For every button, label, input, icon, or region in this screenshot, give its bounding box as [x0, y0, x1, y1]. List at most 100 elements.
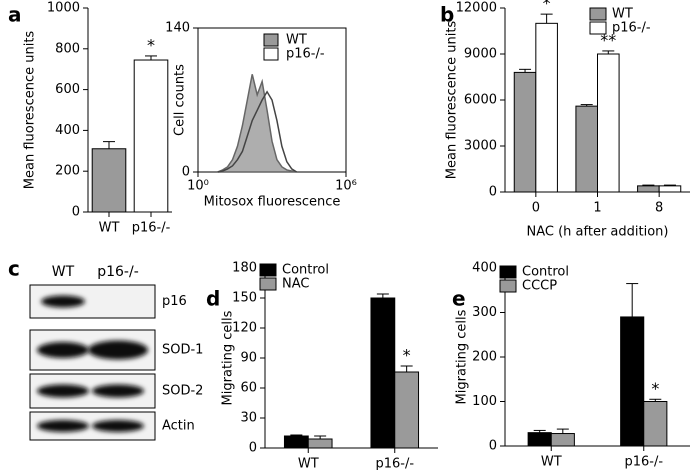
panel-letter: d	[206, 287, 220, 311]
blot-row-label: Actin	[162, 419, 195, 434]
y-tick-label: 600	[55, 82, 80, 97]
y-tick-label: 300	[472, 305, 497, 320]
y-tick-label: 0	[72, 205, 80, 220]
bar	[133, 59, 169, 213]
legend-label: CCCP	[522, 279, 557, 294]
legend-swatch	[263, 33, 279, 47]
y-tick-label: 0	[182, 165, 190, 180]
blot-row-label: p16	[162, 294, 187, 309]
y-tick-label: 30	[240, 411, 257, 426]
y-tick-label: 90	[240, 351, 257, 366]
blot-band	[88, 340, 148, 360]
legend-swatch	[499, 279, 517, 293]
panel-letter: c	[8, 257, 20, 281]
bar	[658, 185, 682, 193]
y-axis-label: Mean fluorescence units	[23, 31, 38, 190]
bar	[550, 433, 575, 447]
x-tick-label: 0	[532, 201, 540, 216]
y-tick-label: 3000	[464, 139, 497, 154]
y-axis-label: Cell counts	[173, 64, 188, 136]
y-tick-label: 400	[472, 261, 497, 276]
panel-letter: b	[440, 3, 454, 27]
x-axis-label: NAC (h after addition)	[527, 225, 669, 240]
y-tick-label: 100	[472, 394, 497, 409]
y-tick-label: 0	[489, 185, 497, 200]
bar	[370, 297, 396, 449]
y-tick-label: 0	[249, 441, 257, 456]
y-tick-label: 60	[240, 381, 257, 396]
bar	[394, 371, 420, 449]
x-tick-label: 8	[655, 201, 663, 216]
blot-band	[41, 295, 85, 308]
blot-band	[92, 420, 144, 432]
legend-label: p16-/-	[612, 21, 651, 36]
bar	[643, 401, 668, 447]
x-tick-label: WT	[298, 457, 319, 470]
y-tick-label: 9000	[464, 47, 497, 62]
y-tick-label: 120	[232, 321, 257, 336]
x-tick-label: p16-/-	[375, 457, 414, 470]
legend-swatch	[263, 47, 279, 61]
histogram-curve	[217, 90, 298, 173]
y-tick-label: 6000	[464, 93, 497, 108]
significance: *	[147, 35, 155, 54]
x-tick-label: WT	[99, 221, 120, 236]
bar	[283, 435, 309, 449]
y-axis-label: Migrating cells	[221, 310, 236, 405]
x-tick-label: 1	[593, 201, 601, 216]
x-tick-label: 10⁶	[335, 179, 357, 194]
blot-row-label: SOD-2	[162, 384, 203, 399]
bar	[637, 185, 660, 193]
y-tick-label: 140	[165, 21, 190, 36]
x-tick-label: WT	[541, 455, 562, 470]
legend-label: NAC	[282, 277, 309, 292]
y-tick-label: 400	[55, 123, 80, 138]
x-tick-label: 10⁰	[187, 179, 209, 194]
significance: *	[651, 379, 659, 398]
blot-band	[37, 342, 89, 358]
significance: *	[543, 0, 551, 13]
bar	[91, 148, 127, 213]
bar	[575, 105, 599, 193]
legend-swatch	[259, 277, 277, 291]
legend-swatch	[259, 263, 277, 277]
blot-row-label: SOD-1	[162, 343, 203, 358]
legend-swatch	[499, 265, 517, 279]
panel-letter: a	[8, 3, 22, 27]
y-tick-label: 800	[55, 41, 80, 56]
x-tick-label: p16-/-	[624, 455, 663, 470]
x-tick-label: p16-/-	[132, 221, 171, 236]
blot-column-label: p16-/-	[97, 264, 139, 280]
histogram-curve	[217, 74, 297, 173]
bar	[620, 316, 645, 447]
significance: **	[600, 30, 616, 49]
bar	[597, 53, 620, 193]
blot-band	[37, 384, 89, 398]
y-tick-label: 0	[489, 439, 497, 454]
y-tick-label: 1000	[47, 1, 80, 16]
y-tick-label: 200	[472, 350, 497, 365]
bar	[527, 432, 552, 447]
blot-column-label: WT	[52, 264, 75, 280]
legend-label: p16-/-	[286, 47, 325, 62]
legend-label: WT	[612, 7, 633, 22]
x-axis-label: Mitosox fluorescence	[204, 195, 341, 210]
bar	[513, 71, 537, 193]
legend-label: WT	[286, 33, 307, 48]
y-tick-label: 150	[232, 291, 257, 306]
y-tick-label: 12000	[456, 1, 497, 16]
legend-label: Control	[282, 263, 329, 278]
legend-label: Control	[522, 265, 569, 280]
significance: *	[403, 346, 411, 365]
legend-swatch	[589, 21, 607, 35]
blot-band	[92, 384, 144, 398]
y-tick-label: 180	[232, 261, 257, 276]
y-axis-label: Migrating cells	[455, 309, 470, 404]
panel-letter: e	[452, 287, 466, 311]
legend-swatch	[589, 7, 607, 21]
y-tick-label: 200	[55, 164, 80, 179]
y-axis-label: Mean fluorescence units	[445, 21, 460, 180]
blot-band	[37, 420, 89, 432]
bar	[307, 438, 333, 449]
